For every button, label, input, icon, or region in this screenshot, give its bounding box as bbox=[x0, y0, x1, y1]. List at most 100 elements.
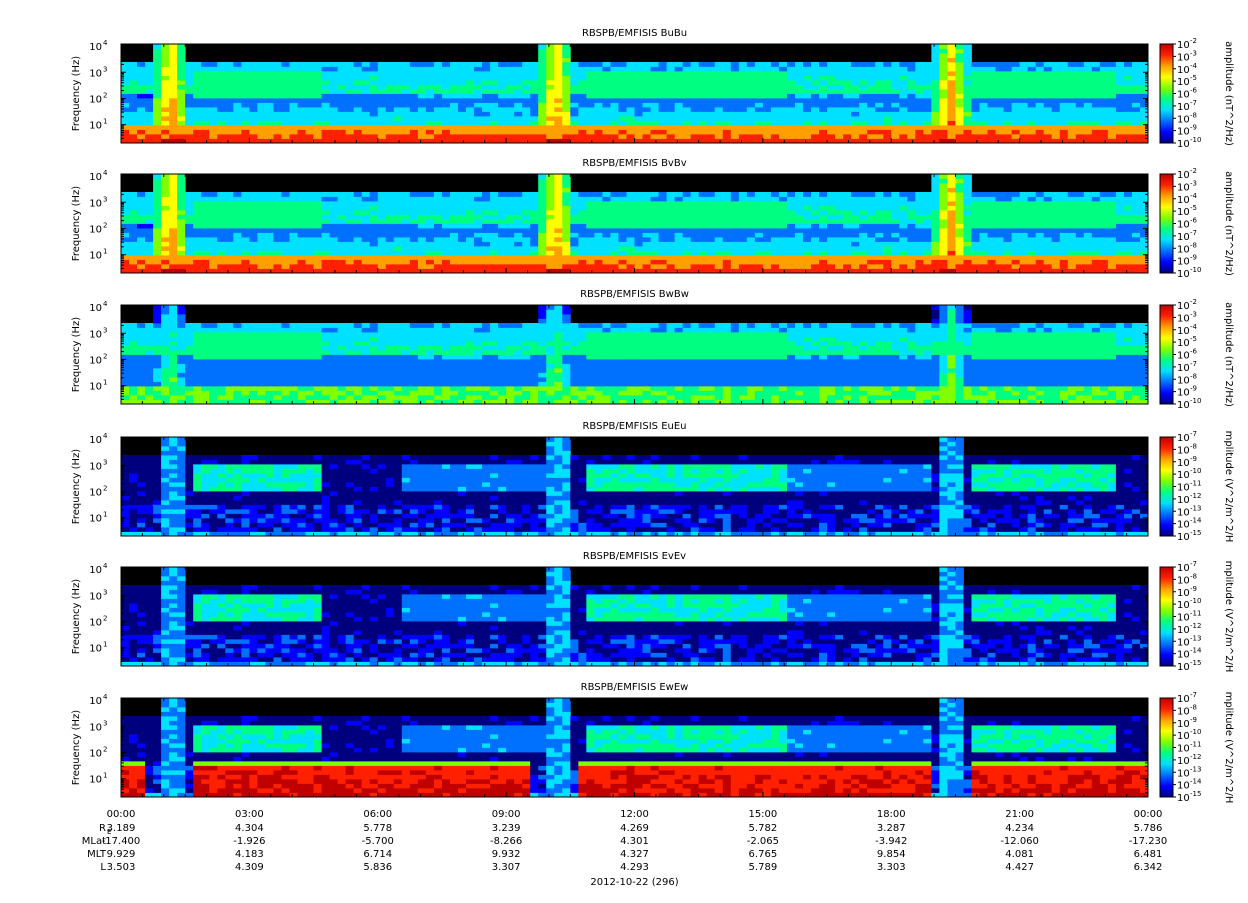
y-tick-exponent: 1 bbox=[103, 641, 107, 649]
colorbar-tick-label: 10 bbox=[1177, 400, 1190, 411]
y-tick-exponent: 1 bbox=[103, 379, 107, 387]
y-tick-label: 10 bbox=[89, 748, 102, 759]
ephemeris-value: 5.782 bbox=[749, 823, 778, 834]
y-tick-exponent: 1 bbox=[103, 772, 107, 780]
ephemeris-value: 9.929 bbox=[107, 849, 136, 860]
ephemeris-value: 4.327 bbox=[620, 849, 649, 860]
colorbar-tick-label: 10 bbox=[1177, 301, 1190, 312]
colorbar-tick-exponent: -7 bbox=[1190, 229, 1197, 237]
colorbar-gradient bbox=[1160, 567, 1173, 666]
colorbar-tick-label: 10 bbox=[1177, 532, 1190, 543]
colorbar-tick-label: 10 bbox=[1177, 52, 1190, 63]
colorbar-tick-exponent: -12 bbox=[1190, 753, 1201, 761]
colorbar-4: 10-710-810-910-1010-1110-1210-1310-1410-… bbox=[1160, 430, 1234, 543]
colorbar-tick-exponent: -8 bbox=[1190, 241, 1197, 249]
y-tick-label: 10 bbox=[89, 121, 102, 132]
colorbar-label: amplitude (nT^2/Hz) bbox=[1223, 41, 1234, 146]
colorbar-tick-exponent: -2 bbox=[1190, 37, 1197, 45]
colorbar-tick-label: 10 bbox=[1177, 433, 1190, 444]
colorbar-tick-exponent: -11 bbox=[1190, 480, 1201, 488]
colorbar-tick-label: 10 bbox=[1177, 563, 1190, 574]
colorbar-tick-label: 10 bbox=[1177, 90, 1190, 101]
colorbar-tick-label: 10 bbox=[1177, 756, 1190, 767]
y-tick-label: 10 bbox=[89, 172, 102, 183]
colorbar-tick-label: 10 bbox=[1177, 520, 1190, 531]
colorbar-tick-exponent: -13 bbox=[1190, 504, 1201, 512]
colorbar-tick-exponent: -9 bbox=[1190, 716, 1197, 724]
colorbar-tick-exponent: -10 bbox=[1190, 397, 1201, 405]
y-tick-label: 10 bbox=[89, 487, 102, 498]
y-tick-exponent: 4 bbox=[103, 562, 108, 570]
ephemeris-value: 4.293 bbox=[620, 862, 649, 873]
ephemeris-value: 4.234 bbox=[1005, 823, 1034, 834]
colorbar-tick-exponent: -15 bbox=[1190, 790, 1201, 798]
y-tick-label: 10 bbox=[89, 461, 102, 472]
ephemeris-value: -2.065 bbox=[747, 836, 779, 847]
colorbar-tick-label: 10 bbox=[1177, 182, 1190, 193]
ephemeris-value: 5.836 bbox=[363, 862, 392, 873]
ephemeris-value: 3.307 bbox=[492, 862, 521, 873]
colorbar-tick-exponent: -9 bbox=[1190, 385, 1197, 393]
colorbar-tick-label: 10 bbox=[1177, 195, 1190, 206]
colorbar-tick-exponent: -6 bbox=[1190, 217, 1198, 225]
ephemeris-row-label: L bbox=[100, 862, 106, 873]
date-label: 2012-10-22 (296) bbox=[590, 877, 678, 888]
x-tick-label: 03:00 bbox=[235, 809, 264, 820]
colorbar-tick-exponent: -8 bbox=[1190, 442, 1197, 450]
ephemeris-value: 4.304 bbox=[235, 823, 264, 834]
y-tick-exponent: 1 bbox=[103, 511, 107, 519]
colorbar-tick-exponent: -12 bbox=[1190, 492, 1201, 500]
colorbar-tick-exponent: -2 bbox=[1190, 167, 1197, 175]
y-tick-exponent: 2 bbox=[103, 484, 107, 492]
colorbar-tick-label: 10 bbox=[1177, 207, 1190, 218]
y-tick-exponent: 1 bbox=[103, 248, 107, 256]
colorbar-tick-exponent: -11 bbox=[1190, 610, 1201, 618]
colorbar-label: mplitude (V^2/m^2/H bbox=[1223, 431, 1234, 543]
x-tick-label: 00:00 bbox=[1134, 809, 1163, 820]
colorbar-tick-exponent: -4 bbox=[1190, 323, 1198, 331]
y-tick-label: 10 bbox=[89, 722, 102, 733]
colorbar-tick-exponent: -9 bbox=[1190, 455, 1197, 463]
ephemeris-value: 6.481 bbox=[1134, 849, 1163, 860]
colorbar-tick-exponent: -10 bbox=[1190, 136, 1201, 144]
colorbar-tick-exponent: -4 bbox=[1190, 62, 1198, 70]
ephemeris-value: 3.239 bbox=[492, 823, 521, 834]
y-tick-exponent: 3 bbox=[103, 195, 107, 203]
ephemeris-value: -5.700 bbox=[362, 836, 394, 847]
colorbar-tick-exponent: -5 bbox=[1190, 204, 1197, 212]
y-tick-exponent: 4 bbox=[103, 300, 108, 308]
colorbar-tick-exponent: -9 bbox=[1190, 254, 1197, 262]
colorbar-label: amplitude (nT^2/Hz) bbox=[1223, 302, 1234, 407]
colorbar-tick-label: 10 bbox=[1177, 445, 1190, 456]
colorbar-tick-label: 10 bbox=[1177, 731, 1190, 742]
y-tick-exponent: 4 bbox=[103, 693, 108, 701]
ephemeris-value: 4.301 bbox=[620, 836, 649, 847]
ephemeris-value: 5.789 bbox=[749, 862, 778, 873]
y-tick-label: 10 bbox=[89, 198, 102, 209]
panel-title: RBSPB/EMFISIS BvBv bbox=[582, 158, 686, 169]
ephemeris-value: 4.269 bbox=[620, 823, 649, 834]
colorbar-tick-exponent: -2 bbox=[1190, 298, 1197, 306]
colorbar-tick-label: 10 bbox=[1177, 220, 1190, 231]
ephemeris-value: -3.942 bbox=[875, 836, 907, 847]
colorbar-tick-label: 10 bbox=[1177, 744, 1190, 755]
colorbar-tick-label: 10 bbox=[1177, 388, 1190, 399]
y-tick-label: 10 bbox=[89, 775, 102, 786]
y-axis-label: Frequency (Hz) bbox=[71, 449, 82, 525]
y-tick-exponent: 3 bbox=[103, 719, 107, 727]
colorbar-gradient bbox=[1160, 305, 1173, 404]
panel-title: RBSPB/EMFISIS EuEu bbox=[582, 421, 686, 432]
colorbar-tick-exponent: -4 bbox=[1190, 192, 1198, 200]
colorbar-tick-exponent: -10 bbox=[1190, 728, 1201, 736]
colorbar-tick-exponent: -12 bbox=[1190, 622, 1201, 630]
y-tick-exponent: 2 bbox=[103, 91, 107, 99]
x-tick-label: 06:00 bbox=[363, 809, 392, 820]
colorbar-5: 10-710-810-910-1010-1110-1210-1310-1410-… bbox=[1160, 560, 1234, 673]
y-tick-label: 10 bbox=[89, 382, 102, 393]
y-tick-exponent: 3 bbox=[103, 458, 107, 466]
